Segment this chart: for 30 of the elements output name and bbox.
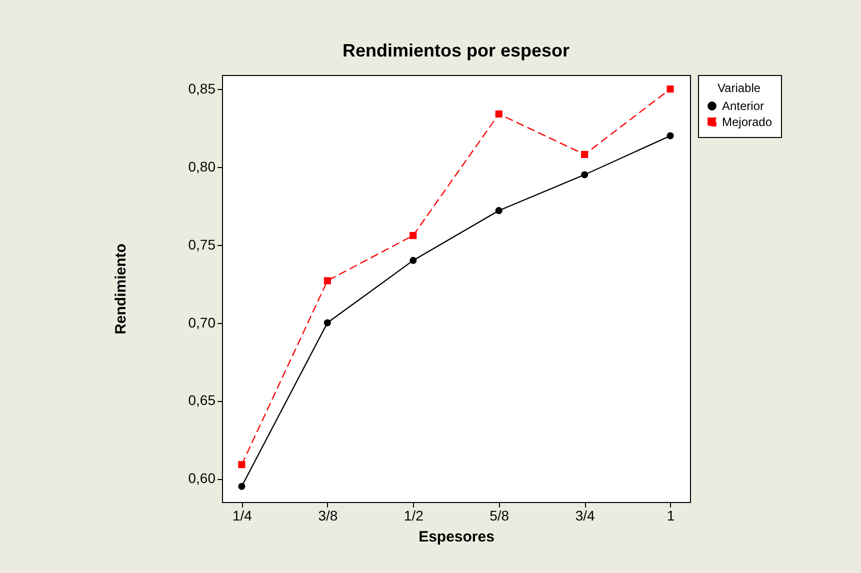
point bbox=[581, 171, 588, 178]
x-axis-title: Espesores bbox=[418, 528, 494, 546]
x-tick-label: 5/8 bbox=[490, 508, 510, 524]
point bbox=[495, 207, 502, 214]
x-tick-label: 1/4 bbox=[232, 508, 252, 524]
legend-label: Anterior bbox=[722, 99, 764, 113]
point bbox=[324, 319, 331, 326]
point bbox=[238, 482, 246, 490]
point bbox=[495, 110, 502, 118]
x-tick-label: 3/4 bbox=[575, 508, 596, 524]
point bbox=[410, 232, 417, 240]
point bbox=[666, 85, 674, 93]
legend-label: Mejorado bbox=[722, 115, 772, 129]
point bbox=[581, 150, 588, 158]
y-tick-label: 0,70 bbox=[188, 314, 216, 330]
y-tick-label: 0,75 bbox=[188, 236, 216, 252]
y-tick-label: 0,60 bbox=[188, 470, 216, 486]
chart-title: Rendimientos por espesor bbox=[342, 40, 570, 60]
x-tick-label: 3/8 bbox=[318, 508, 338, 524]
x-tick-label: 1/2 bbox=[404, 508, 424, 524]
y-tick-label: 0,65 bbox=[188, 392, 216, 408]
point bbox=[324, 277, 331, 284]
x-tick-label: 1 bbox=[666, 508, 675, 524]
point bbox=[666, 132, 674, 140]
y-tick-label: 0,85 bbox=[188, 80, 216, 97]
point bbox=[238, 461, 246, 468]
point bbox=[410, 256, 417, 264]
y-axis-title: Rendimiento bbox=[112, 244, 130, 334]
y-tick-label: 0,80 bbox=[188, 158, 216, 174]
legend-title: Variable bbox=[717, 81, 761, 95]
